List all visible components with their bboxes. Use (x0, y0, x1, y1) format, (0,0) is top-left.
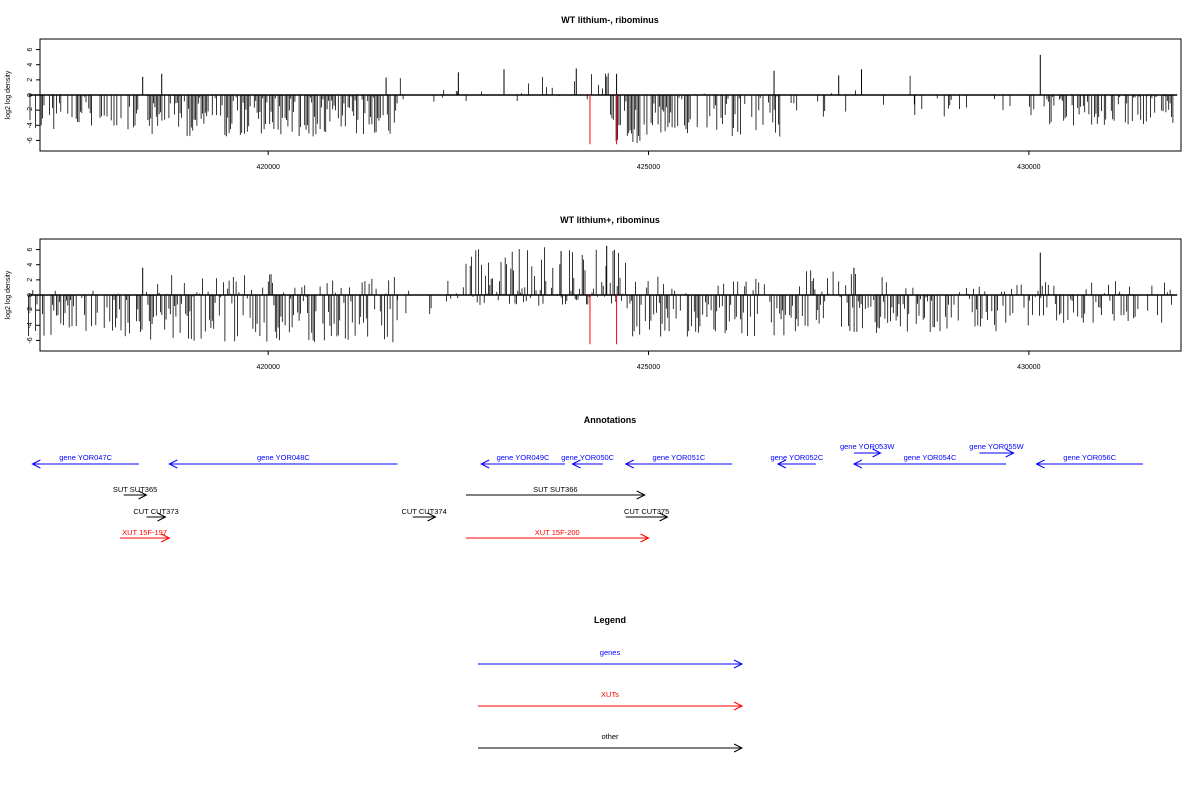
y-axis-label: log2 log density (5, 270, 12, 319)
feature-label: SUT SUT365 (113, 485, 157, 494)
feature-label: CUT CUT373 (133, 507, 178, 516)
gene-arrow-head (852, 459, 863, 469)
gene-label: gene YOR053W (840, 442, 895, 451)
y-tick-label: 4 (27, 63, 34, 67)
gene-label: gene YOR050C (561, 453, 614, 462)
feature-arrow-head (427, 512, 437, 522)
xut-arrow-head (161, 533, 171, 543)
marker-lines (589, 295, 618, 345)
legend-arrow-head (733, 743, 744, 753)
gene-label: gene YOR049C (497, 453, 550, 462)
x-tick-label: 430000 (1017, 164, 1040, 171)
gene-arrow-head (480, 459, 490, 469)
legend-items: genes XUTs other (478, 648, 744, 753)
feature-label: SUT SUT366 (533, 485, 577, 494)
y-axis-label: log2 log density (5, 70, 12, 119)
gene-arrow-head (872, 448, 882, 458)
feature-arrow-head (157, 512, 167, 522)
annotation-items: gene YOR047C gene YOR048C gene YOR049C gene… (31, 442, 1143, 543)
marker-lines (589, 95, 618, 145)
annotations-title: Annotations (584, 415, 637, 425)
legend-arrow-head (733, 659, 744, 669)
bars (28, 54, 1178, 143)
gene-label: gene YOR055W (969, 442, 1024, 451)
x-tick-label: 430000 (1017, 364, 1040, 371)
xut-label: XUT 15F-200 (535, 528, 580, 537)
x-tick-label: 425000 (637, 364, 660, 371)
annotations-panel: Annotations gene YOR047C gene YOR048C gene… (31, 415, 1143, 543)
y-tick-label: -6 (27, 137, 34, 143)
y-tick-label: 2 (27, 278, 34, 282)
feature-label: CUT CUT375 (624, 507, 669, 516)
x-axis: 420000 425000 430000 (257, 151, 1041, 171)
bars (28, 245, 1178, 343)
gene-arrow-head (776, 459, 787, 469)
legend-label: XUTs (601, 690, 619, 699)
gene-label: gene YOR052C (770, 453, 823, 462)
x-tick-label: 420000 (257, 364, 280, 371)
legend-arrow-head (733, 701, 744, 711)
feature-arrow-head (659, 512, 669, 522)
y-tick-label: 2 (27, 78, 34, 82)
y-tick-label: 6 (27, 48, 34, 52)
gene-arrow-head (1035, 459, 1045, 469)
y-tick-label: -6 (27, 337, 34, 343)
panel-lithium-plus: WT lithium+, ribominus log2 log density … (5, 215, 1182, 371)
gene-arrow-head (168, 459, 178, 469)
feature-arrow-head (636, 490, 646, 500)
legend-label: genes (600, 648, 621, 657)
gene-label: gene YOR056C (1063, 453, 1116, 462)
xut-arrow-head (640, 533, 650, 543)
legend-label: other (601, 732, 619, 741)
x-tick-label: 420000 (257, 164, 280, 171)
feature-label: CUT CUT374 (401, 507, 446, 516)
gene-arrow-head (624, 459, 634, 469)
y-tick-label: 6 (27, 248, 34, 252)
gene-arrow-head (571, 459, 581, 469)
panel-lithium-minus: WT lithium-, ribominus log2 log density … (5, 15, 1182, 171)
gene-label: gene YOR048C (257, 453, 310, 462)
gene-arrow-head (31, 459, 41, 469)
feature-arrow-head (138, 490, 148, 500)
legend-panel: Legend genes XUTs other (478, 615, 744, 753)
y-tick-label: -4 (27, 122, 34, 128)
gene-label: gene YOR054C (904, 453, 957, 462)
y-tick-label: -4 (27, 322, 34, 328)
legend-title: Legend (594, 615, 626, 625)
y-tick-label: 4 (27, 263, 34, 267)
panel-title: WT lithium-, ribominus (561, 15, 659, 25)
xut-label: XUT 15F-197 (122, 528, 167, 537)
gene-label: gene YOR051C (653, 453, 706, 462)
gene-label: gene YOR047C (59, 453, 112, 462)
gene-arrow-head (1005, 448, 1015, 458)
x-tick-label: 425000 (637, 164, 660, 171)
panel-title: WT lithium+, ribominus (560, 215, 660, 225)
x-axis: 420000 425000 430000 (257, 351, 1041, 371)
